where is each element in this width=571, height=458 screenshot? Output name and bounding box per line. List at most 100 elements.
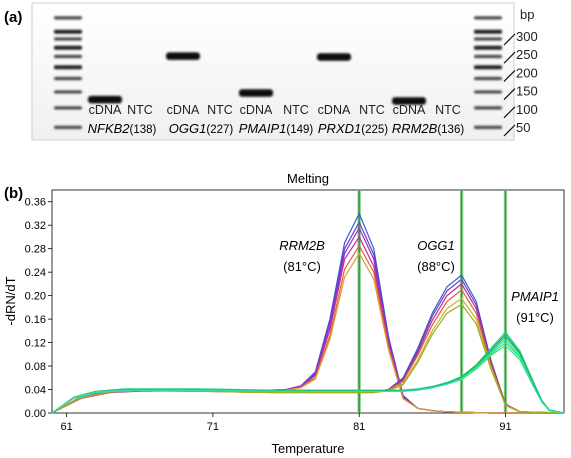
y-tick-label: 0.16 [25,314,46,326]
annotation-ogg1-gene: OGG1 [417,238,455,253]
bp-marker-label: 250 [516,47,538,62]
bp-marker-line [503,33,516,46]
gel-band [239,89,273,97]
bp-marker-label: 100 [516,102,538,117]
lane-label: NTC [207,103,233,117]
x-axis-ticks: 61 71 81 91 [61,413,512,433]
ladder-band [474,16,502,20]
gel-bands [88,52,426,105]
bp-markers: 300 250 200 150 100 50 [503,29,538,137]
annotation-rrm2b: RRM2B (81°C) [279,238,325,274]
amplicon-size: (136) [437,124,464,136]
ladder-band [54,76,82,81]
bp-marker-line [503,51,516,64]
bp-unit-label: bp [520,7,534,22]
ladder-left [54,16,82,129]
gene-name: RRM2B [392,121,438,136]
gel-background [31,2,515,141]
annotation-pmaip1-temp: (91°C) [516,310,554,325]
bp-marker-label: 150 [516,84,538,99]
y-axis-label: -dRN/dT [3,276,18,325]
x-tick-label: 71 [207,421,219,433]
gel-image: cDNA NTC cDNA NTC cDNA NTC cDNA NTC cDNA NTC NFKB… [31,2,515,141]
annotation-pmaip1-gene: PMAIP1 [511,289,559,304]
bp-marker-line [503,88,516,101]
amplicon-size: (225) [361,124,388,136]
gene-label: OGG1(227) [169,121,234,136]
panel-a-label: (a) [4,9,22,26]
ladder-band [474,106,502,110]
ladder-band [474,54,502,59]
bp-marker-line [503,106,516,119]
ladder-band [54,90,82,94]
gel-band [88,95,122,104]
ladder-band [54,45,82,50]
lane-label: NTC [283,103,309,117]
ladder-band [54,29,82,34]
x-tick-label: 61 [61,421,73,433]
lane-label: cDNA [167,103,200,117]
lane-label: NTC [359,103,385,117]
gene-label: PRXD1(225) [318,121,388,136]
ladder-band [474,90,502,94]
bp-marker-line [503,69,516,82]
ladder-band [54,106,82,110]
lane-label: cDNA [318,103,351,117]
melt-curve-pmaip1 [51,344,565,414]
gene-labels: NFKB2(138) OGG1(227) PMAIP1(149) PRXD1(225)… [88,121,465,136]
lane-label: cDNA [89,103,122,117]
ladder-band [474,45,502,50]
lane-label: cDNA [240,103,273,117]
ladder-band [54,125,82,129]
gene-label: PMAIP1(149) [239,121,314,136]
annotation-ogg1: OGG1 (88°C) [417,238,455,274]
x-tick-label: 81 [353,421,365,433]
ladder-right [474,16,502,129]
gene-name: PMAIP1 [239,121,287,136]
chart-title: Melting [287,171,329,186]
plot-frame [51,189,565,414]
gel-band [166,52,200,60]
bp-marker-label: 300 [516,29,538,44]
lane-label: cDNA [393,103,426,117]
ladder-band [54,54,82,59]
amplicon-size: (149) [286,124,313,136]
ladder-band [474,29,502,34]
y-tick-label: 0.36 [25,197,46,209]
amplicon-size: (227) [206,124,233,136]
panel-b-label: (b) [4,185,23,202]
bp-marker-label: 200 [516,65,538,80]
y-tick-label: 0.12 [25,338,46,350]
y-tick-label: 0.20 [25,291,46,303]
gel-band [317,53,351,61]
annotation-rrm2b-gene: RRM2B [279,238,325,253]
y-axis-ticks: 0.00 0.04 0.08 0.12 0.16 0.20 0.24 0.28 0.32 0.36 [25,197,52,420]
y-tick-label: 0.32 [25,220,46,232]
ladder-band [474,37,502,41]
ladder-band [54,37,82,41]
ladder-band [54,16,82,20]
lane-label: NTC [127,103,153,117]
ladder-band [474,65,502,70]
gene-name: PRXD1 [318,121,361,136]
annotation-pmaip1: PMAIP1 (91°C) [511,289,559,325]
bp-marker-label: 50 [516,120,530,135]
amplicon-size: (138) [130,124,157,136]
ladder-band [54,65,82,70]
bp-marker-line [503,124,516,137]
gene-name: OGG1 [169,121,207,136]
y-tick-label: 0.00 [25,408,46,420]
melting-chart: Melting 0.00 0.04 0.08 0.12 0.16 0.20 0.24 0.28… [3,171,565,456]
gel-band [392,97,426,105]
lane-label: NTC [435,103,461,117]
y-tick-label: 0.24 [25,267,46,279]
ladder-band [474,76,502,81]
gene-label: RRM2B(136) [392,121,465,136]
y-tick-label: 0.28 [25,244,46,256]
y-tick-label: 0.08 [25,361,46,373]
series-lines [51,212,565,414]
y-tick-label: 0.04 [25,385,46,397]
annotation-ogg1-temp: (88°C) [417,259,455,274]
annotation-rrm2b-temp: (81°C) [283,259,321,274]
